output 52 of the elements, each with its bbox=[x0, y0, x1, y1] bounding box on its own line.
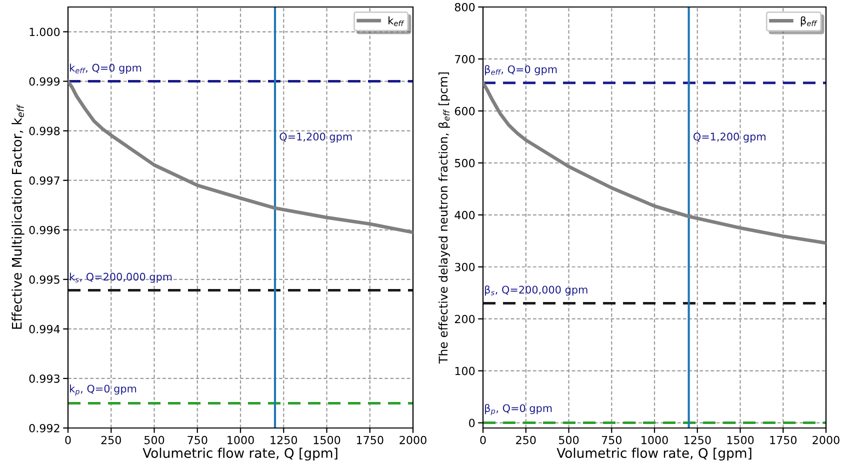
y-axis-title: Effective Multiplication Factor, k$_{eff}$ bbox=[12, 104, 24, 329]
x-tick-label: 0 bbox=[480, 436, 486, 444]
x-tick-label: 1000 bbox=[228, 436, 254, 444]
x-tick-label: 250 bbox=[516, 436, 536, 444]
x-tick-label: 250 bbox=[101, 436, 121, 444]
legend-label: k$_{eff}$ bbox=[388, 16, 404, 26]
x-tick-label: 1000 bbox=[642, 436, 668, 444]
y-tick-label: 0.996 bbox=[29, 226, 60, 234]
x-tick-label: 750 bbox=[188, 436, 208, 444]
y-tick-label: 700 bbox=[455, 54, 475, 64]
ref-line-label: Q=1,200 gpm bbox=[280, 132, 352, 143]
annotation: β$_{p}$, Q=0 gpm bbox=[485, 404, 552, 416]
x-axis-title: Volumetric flow rate, Q [gpm] bbox=[142, 448, 338, 461]
y-tick-label: 1.000 bbox=[30, 28, 60, 36]
y-tick-label: 400 bbox=[454, 210, 475, 220]
x-tick-label: 2000 bbox=[400, 436, 426, 444]
y-tick-label: 0.999 bbox=[29, 77, 60, 86]
legend-label: β$_{eff}$ bbox=[800, 16, 818, 27]
y-tick-label: 0.998 bbox=[29, 126, 60, 136]
y-tick-label: 0.992 bbox=[29, 424, 60, 432]
x-tick-label: 2000 bbox=[812, 436, 840, 444]
y-tick-label: 500 bbox=[455, 158, 475, 168]
x-axis-title: Volumetric flow rate, Q [gpm] bbox=[556, 448, 752, 461]
y-tick-label: 0.997 bbox=[29, 176, 60, 185]
annotation: k$_{eff}$, Q=0 gpm bbox=[70, 64, 142, 74]
x-tick-label: 1250 bbox=[270, 436, 298, 444]
y-tick-label: 100 bbox=[455, 366, 475, 376]
x-tick-label: 1500 bbox=[727, 436, 754, 444]
annotation: β$_{s}$, Q=200,000 gpm bbox=[485, 285, 588, 296]
y-tick-label: 0.995 bbox=[29, 275, 60, 284]
x-tick-label: 750 bbox=[602, 436, 622, 444]
x-tick-label: 500 bbox=[144, 436, 164, 444]
line-series bbox=[483, 81, 826, 245]
y-tick-label: 600 bbox=[454, 106, 475, 116]
y-tick-label: 800 bbox=[454, 2, 475, 12]
y-tick-label: 0 bbox=[469, 418, 475, 428]
x-tick-label: 1500 bbox=[314, 436, 340, 444]
y-axis-title: The effective delayed neutron fraction, β$_{eff}$ [pcm] bbox=[438, 72, 450, 364]
annotation: β$_{eff}$, Q=0 gpm bbox=[485, 65, 557, 76]
annotation: k$_{s}$, Q=200,000 gpm bbox=[70, 272, 172, 283]
line-series bbox=[68, 80, 413, 234]
x-tick-label: 1750 bbox=[356, 436, 384, 444]
y-tick-label: 200 bbox=[454, 314, 475, 324]
annotation: k$_{p}$, Q=0 gpm bbox=[70, 384, 136, 396]
y-tick-label: 0.994 bbox=[29, 324, 60, 334]
x-tick-label: 0 bbox=[65, 436, 71, 444]
y-tick-label: 300 bbox=[455, 262, 475, 272]
x-tick-label: 1750 bbox=[770, 436, 797, 444]
x-tick-label: 500 bbox=[559, 436, 579, 444]
ref-line-label: Q=1,200 gpm bbox=[694, 132, 766, 143]
x-tick-label: 1250 bbox=[684, 436, 711, 444]
y-tick-label: 0.993 bbox=[29, 374, 60, 383]
